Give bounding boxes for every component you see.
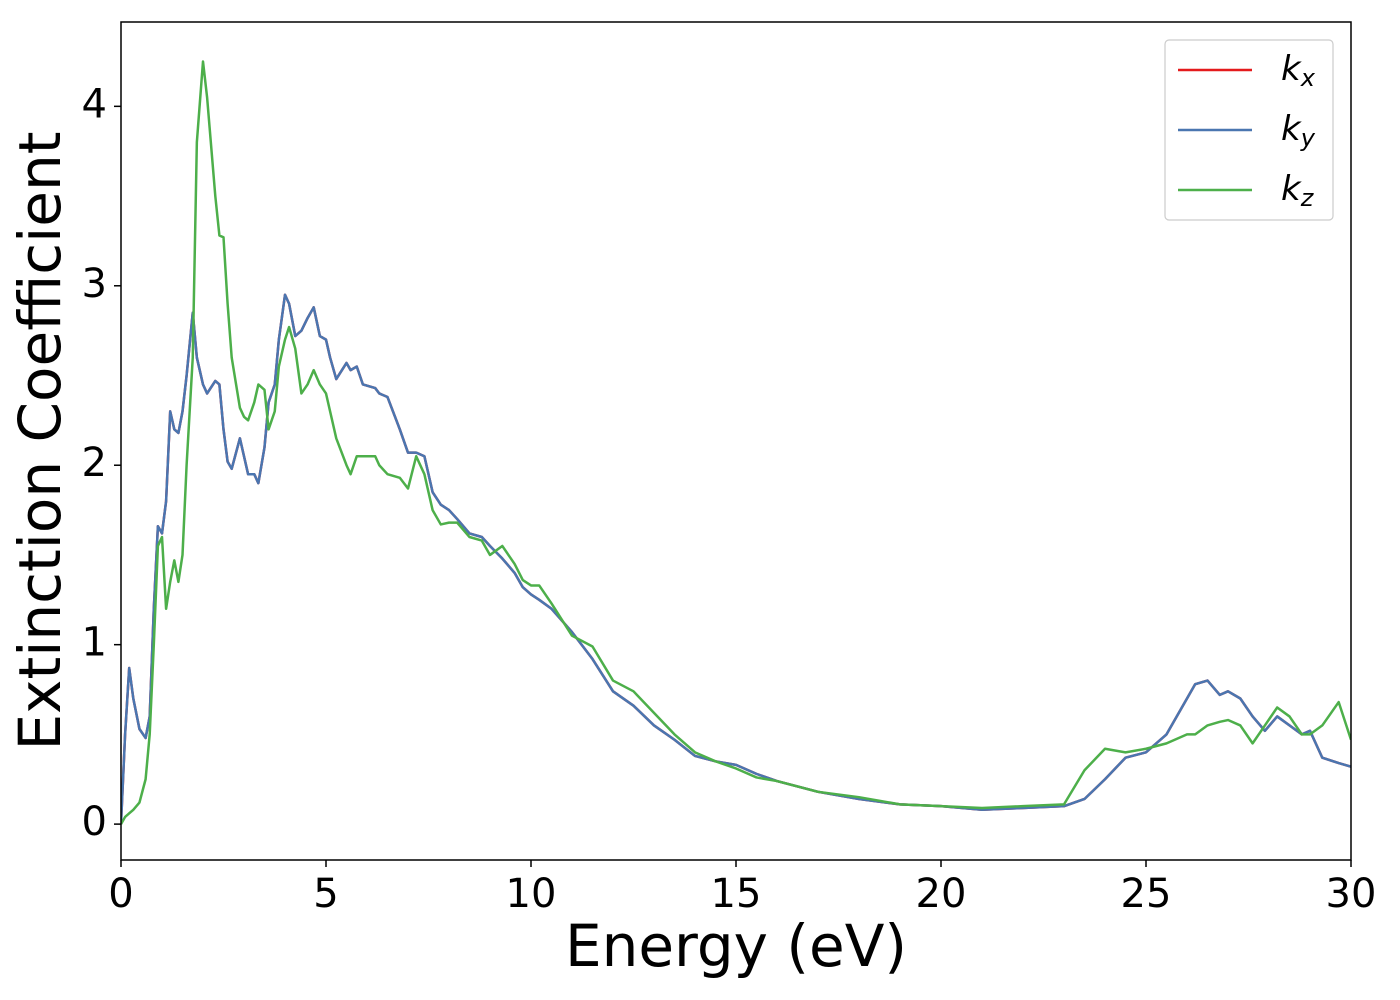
legend-label: ky	[1281, 109, 1316, 153]
x-tick-label: 15	[711, 871, 762, 917]
line-series	[121, 60, 1351, 825]
plot-frame	[120, 21, 1352, 861]
x-tick-label: 20	[916, 871, 967, 917]
x-axis-label: Energy (eV)	[565, 912, 907, 980]
line-series	[121, 293, 1351, 825]
y-tick-label: 1	[82, 620, 107, 666]
x-tick-label: 5	[313, 871, 338, 917]
y-tick-label: 2	[82, 440, 107, 486]
x-tick-label: 25	[1121, 871, 1172, 917]
x-tick-label: 0	[108, 871, 133, 917]
y-tick-label: 3	[82, 261, 107, 307]
y-tick-label: 4	[82, 81, 107, 127]
line-series	[121, 293, 1351, 825]
y-tick-label: 0	[82, 799, 107, 845]
x-tick-label: 10	[506, 871, 557, 917]
legend-label: kx	[1281, 49, 1316, 93]
legend-label: kz	[1281, 169, 1315, 213]
y-axis-label: Extinction Coefficient	[6, 132, 74, 751]
x-tick-label: 30	[1326, 871, 1377, 917]
